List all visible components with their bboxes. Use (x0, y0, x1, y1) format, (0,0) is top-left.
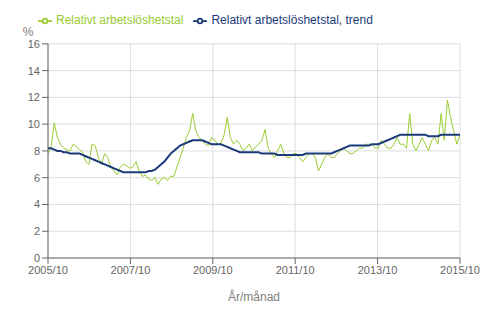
svg-text:År/månad: År/månad (228, 289, 280, 304)
svg-text:2009/10: 2009/10 (193, 264, 233, 276)
svg-text:%: % (23, 25, 34, 39)
svg-text:0: 0 (34, 252, 40, 264)
svg-text:2015/10: 2015/10 (440, 264, 480, 276)
svg-text:6: 6 (34, 172, 40, 184)
svg-text:16: 16 (28, 38, 40, 50)
html-text:Relativt arbetslöshetstal: Relativt arbetslöshetstal (56, 13, 184, 27)
svg-text:2011/10: 2011/10 (276, 264, 315, 276)
html-text:Relativt arbetslöshetstal, tre: Relativt arbetslöshetstal, trend (211, 13, 373, 27)
svg-text:2007/10: 2007/10 (111, 264, 151, 276)
svg-text:2005/10: 2005/10 (28, 264, 68, 276)
svg-text:8: 8 (34, 145, 40, 157)
svg-text:10: 10 (28, 118, 40, 130)
svg-text:2013/10: 2013/10 (358, 264, 398, 276)
svg-text:4: 4 (34, 198, 40, 210)
svg-text:14: 14 (28, 65, 40, 77)
svg-text:2: 2 (34, 225, 40, 237)
svg-text:12: 12 (28, 91, 40, 103)
